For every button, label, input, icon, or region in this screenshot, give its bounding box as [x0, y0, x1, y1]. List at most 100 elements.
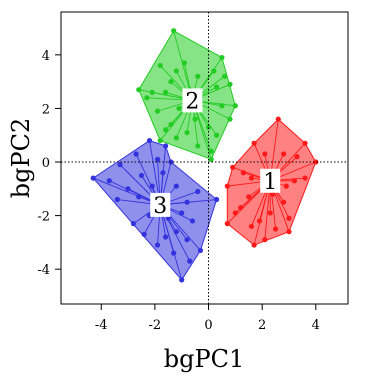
group-3-point — [197, 247, 204, 254]
group-1-point — [281, 151, 287, 157]
group-1-point — [248, 175, 255, 181]
group-3-point — [184, 199, 190, 205]
group-1-point — [275, 116, 281, 122]
group-3-point — [154, 242, 161, 248]
group-3-point — [117, 162, 123, 168]
group-2-point — [154, 108, 161, 114]
group-3-point — [171, 250, 177, 256]
plot-frame — [60, 11, 349, 305]
group-2-point — [232, 103, 238, 109]
group-1-point — [272, 226, 279, 232]
group-1-point — [302, 175, 308, 181]
group-1-point — [224, 183, 230, 189]
group-3-point — [133, 151, 139, 157]
group-2-point — [219, 103, 225, 109]
group-3-point — [138, 172, 145, 179]
group-1-point — [283, 183, 289, 189]
group-3-point — [125, 186, 131, 192]
y-tick-label: -2 — [37, 210, 50, 225]
group-1-point — [238, 204, 244, 211]
group-2-point — [213, 84, 220, 90]
group-2-point — [208, 156, 214, 162]
group-3-point — [165, 215, 171, 221]
group-3-point — [187, 258, 193, 264]
group-2-point — [163, 127, 169, 133]
group-2-label-box — [182, 88, 203, 113]
group-2-point — [157, 137, 163, 144]
group-3-point — [195, 188, 201, 195]
group-2-point — [144, 95, 150, 101]
group-1-point — [262, 237, 268, 243]
group-1-point — [251, 140, 257, 146]
x-tick-label: -2 — [149, 318, 162, 333]
group-2-point — [195, 73, 201, 79]
group-1-point — [246, 194, 252, 200]
y-tick-label: 4 — [42, 49, 50, 64]
group-3-point — [136, 194, 142, 200]
reference-lines — [61, 12, 348, 304]
group-2-point — [192, 116, 198, 122]
group-1-point — [281, 199, 287, 205]
group-3-point — [141, 231, 147, 237]
group-1-point — [230, 164, 236, 170]
group-1-point — [270, 191, 276, 197]
group-3-point — [149, 183, 155, 189]
axes-layer: -4 -2 0 2 4 -4 -2 0 2 4 — [37, 49, 320, 333]
y-axis-label: bgPC2 — [7, 118, 35, 199]
group-3-point — [213, 196, 220, 203]
group-1-point — [232, 210, 238, 216]
group-2-point — [168, 79, 174, 85]
x-tick-label: -4 — [95, 318, 108, 333]
group-1-point — [286, 229, 292, 235]
group-2-point — [176, 105, 182, 112]
group-1-label: 1 — [263, 170, 277, 195]
group-1-point — [256, 218, 263, 224]
group-2-point — [211, 68, 217, 74]
groups-layer — [90, 28, 319, 283]
group-1-label-box — [260, 168, 281, 193]
x-axis-label: bgPC1 — [164, 345, 245, 373]
group-2-point — [168, 121, 174, 128]
group-1-point — [291, 178, 297, 184]
group-2-point — [208, 148, 214, 154]
group-1-point — [248, 223, 255, 229]
group-3-point — [163, 234, 169, 240]
group-3-point — [179, 277, 185, 283]
group-2-point — [171, 28, 177, 34]
group-2-point — [205, 124, 212, 130]
y-tick-label: -4 — [37, 263, 50, 278]
group-2-point — [184, 129, 190, 136]
y-tick-label: 2 — [42, 102, 50, 117]
group-3-point — [90, 175, 96, 181]
group-3-point — [173, 229, 179, 235]
group-1-point — [286, 215, 292, 221]
group-2-point — [227, 81, 233, 87]
x-tick-label: 2 — [258, 318, 266, 333]
group-3-point — [154, 156, 161, 162]
group-3-label: 3 — [153, 194, 167, 219]
group-3-label-box — [150, 192, 171, 217]
group-2-point — [149, 89, 155, 95]
group-2-point — [157, 62, 163, 69]
group-2-point — [181, 60, 187, 66]
group-2-point — [219, 54, 225, 61]
group-3-point — [114, 196, 120, 203]
group-labels-layer: 1 2 3 — [150, 88, 281, 219]
group-3-point — [106, 178, 112, 184]
group-2-point — [173, 135, 179, 141]
group-3-point — [146, 137, 153, 144]
x-tick-label: 4 — [312, 318, 320, 333]
group-1-point — [240, 170, 246, 176]
group-2-label: 2 — [185, 89, 199, 114]
group-2-point — [222, 73, 228, 79]
group-2-point — [227, 116, 233, 122]
group-1-point — [251, 242, 257, 248]
group-2-point — [163, 89, 169, 95]
group-3-point — [189, 218, 196, 224]
group-3-point — [130, 221, 137, 227]
group-3-point — [163, 143, 169, 149]
group-3-point — [179, 210, 185, 216]
group-2-point — [213, 132, 220, 138]
group-3-point — [184, 237, 190, 243]
